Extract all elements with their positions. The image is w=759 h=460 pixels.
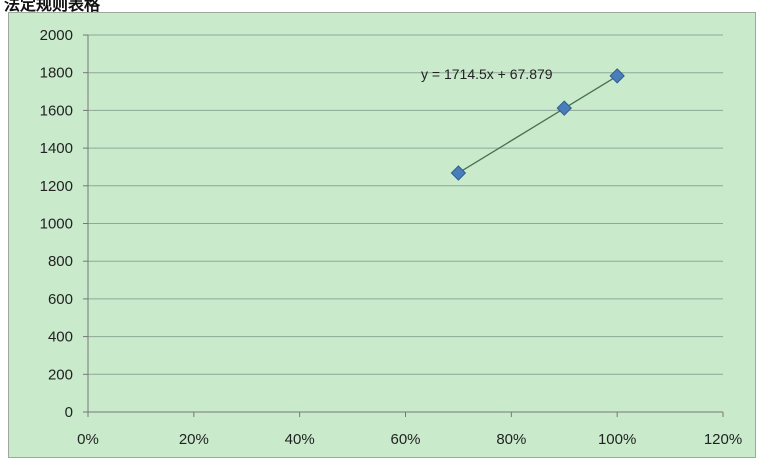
y-tick-labels: 0 200 400 600 800 1000 1200 1400 1600 1800 2000 [40,27,73,421]
y-tick-label: 1000 [40,216,73,233]
x-tick-label: 100% [598,431,636,448]
y-tick-label: 800 [48,253,73,270]
y-tick-label: 600 [48,291,73,308]
y-tick-label: 1400 [40,140,73,157]
trendline-equation: y = 1714.5x + 67.879 [421,66,553,82]
y-tick-label: 2000 [40,27,73,44]
data-points [450,68,625,181]
y-tick-label: 1800 [40,65,73,82]
y-tick-label: 1200 [40,178,73,195]
x-tick-label: 120% [704,431,742,448]
data-point [450,165,467,181]
x-tick-labels: 0% 20% 40% 60% 80% 100% 120% [77,431,742,448]
y-tick-label: 1600 [40,102,73,119]
trendline-group [458,75,618,174]
x-tick-label: 20% [179,431,209,448]
data-point [609,68,625,84]
x-tick-label: 40% [285,431,315,448]
data-point [556,100,572,116]
trendline [458,75,618,174]
trendline-equation-group: y = 1714.5x + 67.879 [421,66,553,82]
axes [83,34,724,417]
y-tick-label: 400 [48,329,73,346]
x-tick-label: 80% [496,431,526,448]
x-tick-label: 0% [77,431,99,448]
y-tick-label: 200 [48,366,73,383]
y-tick-label: 0 [65,404,73,421]
top-strip: 法定规则表格 [0,0,759,14]
x-tick-label: 60% [390,431,420,448]
chart-area [8,12,756,458]
gridlines [88,34,723,375]
header-fragment: 法定规则表格 [4,0,101,14]
